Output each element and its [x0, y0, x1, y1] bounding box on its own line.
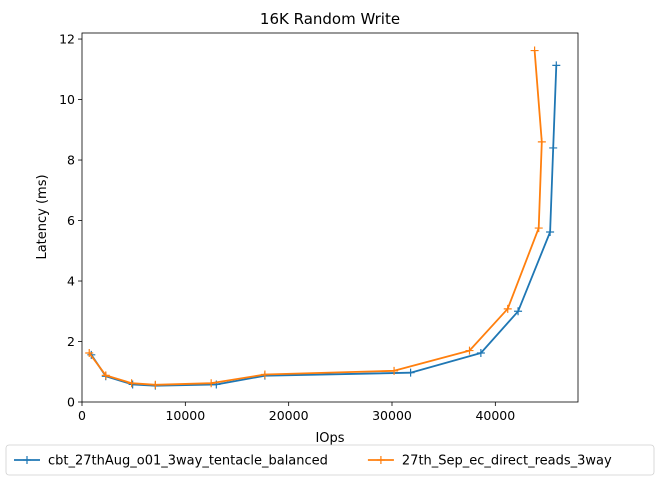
data-point: [127, 379, 136, 388]
data-point: [390, 366, 399, 375]
y-tick-label: 10: [59, 92, 75, 107]
data-point: [514, 307, 523, 316]
data-point: [465, 346, 474, 355]
chart-title: 16K Random Write: [260, 10, 400, 28]
data-point: [260, 370, 269, 379]
legend-item: 27th_Sep_ec_direct_reads_3way: [367, 454, 612, 469]
series-2: [85, 46, 546, 389]
y-tick-label: 4: [67, 274, 75, 289]
y-tick-label: 2: [67, 334, 75, 349]
x-axis: 0 10000 20000 30000 40000: [78, 402, 515, 423]
y-tick-label: 12: [59, 32, 75, 47]
legend-label: 27th_Sep_ec_direct_reads_3way: [402, 454, 612, 469]
data-point: [546, 228, 555, 237]
y-tick-label: 0: [67, 395, 75, 410]
y-tick-label: 8: [67, 153, 75, 168]
x-tick-label: 30000: [372, 408, 412, 423]
series-1: [87, 61, 561, 390]
legend-box: [5, 444, 655, 476]
data-point: [151, 380, 160, 389]
y-axis-label: Latency (ms): [35, 174, 50, 259]
series-line: [90, 65, 558, 387]
data-point: [85, 349, 94, 358]
x-axis-label: IOps: [315, 431, 344, 446]
data-point: [503, 304, 512, 313]
data-point: [534, 224, 543, 233]
plot-area: [81, 32, 579, 403]
data-point: [406, 368, 415, 377]
legend-swatch-marker: [23, 456, 31, 464]
x-tick-label: 20000: [269, 408, 309, 423]
data-point: [530, 46, 539, 55]
data-point: [549, 143, 558, 152]
data-point: [101, 371, 110, 380]
legend-item: cbt_27thAug_o01_3way_tentacle_balanced: [14, 454, 328, 469]
series-layer: [85, 46, 561, 390]
data-point: [537, 137, 546, 146]
data-point: [552, 61, 561, 70]
y-tick-label: 6: [67, 213, 75, 228]
data-point: [207, 379, 216, 388]
legend-swatch-marker: [376, 456, 385, 464]
series-line: [88, 50, 543, 386]
y-axis: 0 2 4 6 8 10 12: [59, 32, 82, 410]
legend: cbt_27thAug_o01_3way_tentacle_balanced 27…: [5, 444, 655, 476]
x-tick-label: 10000: [165, 408, 205, 423]
x-tick-label: 0: [78, 408, 86, 423]
x-tick-label: 40000: [475, 408, 515, 423]
legend-label: cbt_27thAug_o01_3way_tentacle_balanced: [48, 454, 328, 469]
data-point: [128, 380, 137, 389]
data-point: [476, 349, 485, 358]
